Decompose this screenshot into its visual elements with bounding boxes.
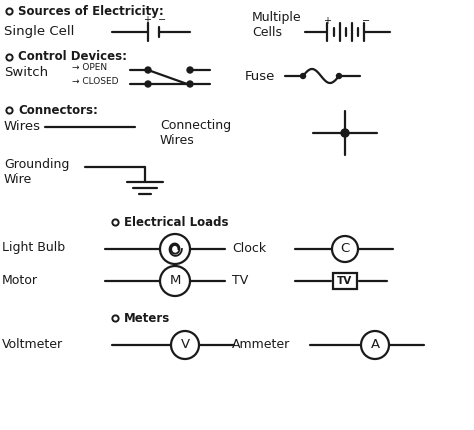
Text: → CLOSED: → CLOSED <box>72 77 118 86</box>
Text: Voltmeter: Voltmeter <box>2 338 63 350</box>
Circle shape <box>341 129 349 137</box>
Text: M: M <box>169 274 181 288</box>
Text: −: − <box>158 15 166 25</box>
Text: Fuse: Fuse <box>245 70 275 83</box>
Text: Multiple
Cells: Multiple Cells <box>252 11 301 39</box>
Text: A: A <box>371 338 380 351</box>
Text: V: V <box>181 338 190 351</box>
Text: Light Bulb: Light Bulb <box>2 242 65 255</box>
Text: Sources of Electricity:: Sources of Electricity: <box>18 4 164 18</box>
Text: Control Devices:: Control Devices: <box>18 50 127 64</box>
Text: TV: TV <box>232 273 248 286</box>
Bar <box>333 273 357 289</box>
Text: Single Cell: Single Cell <box>4 25 74 39</box>
Text: → OPEN: → OPEN <box>72 62 107 71</box>
Text: Switch: Switch <box>4 67 48 80</box>
Circle shape <box>187 67 193 73</box>
Text: Motor: Motor <box>2 273 38 286</box>
Text: Wires: Wires <box>4 120 41 133</box>
Text: Connecting
Wires: Connecting Wires <box>160 119 231 147</box>
Text: Ammeter: Ammeter <box>232 338 290 350</box>
Text: +: + <box>323 16 331 26</box>
Circle shape <box>337 74 341 79</box>
Circle shape <box>145 81 151 87</box>
Circle shape <box>187 81 193 87</box>
Text: +: + <box>143 15 151 25</box>
Text: C: C <box>340 243 350 255</box>
Text: Grounding
Wire: Grounding Wire <box>4 158 69 186</box>
Text: Electrical Loads: Electrical Loads <box>124 215 228 228</box>
Circle shape <box>145 67 151 73</box>
Text: TV: TV <box>337 276 353 286</box>
Text: Connectors:: Connectors: <box>18 104 98 117</box>
Text: Clock: Clock <box>232 242 266 255</box>
Circle shape <box>301 74 306 79</box>
Text: Meters: Meters <box>124 311 170 325</box>
Text: −: − <box>362 16 370 26</box>
